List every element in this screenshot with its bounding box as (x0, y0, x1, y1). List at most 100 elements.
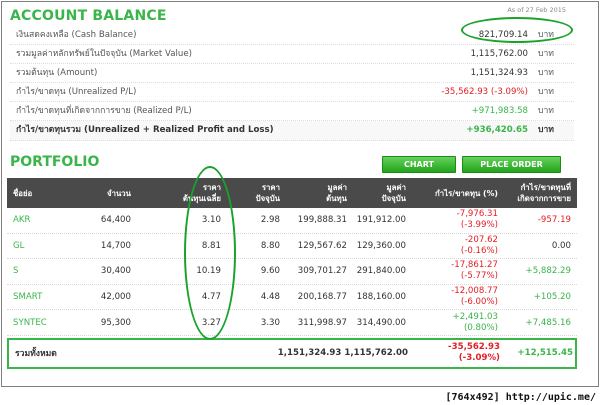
total-pl-row: กำไร/ขาดทุนรวม (Unrealized + Realized Pr… (10, 121, 574, 141)
table-row[interactable]: SMART 42,000 4.77 4.48 200,168.77 188,16… (7, 285, 577, 311)
currency-label: บาท (538, 87, 554, 97)
currency-label: บาท (538, 49, 554, 59)
cash-balance-label: เงินสดคงเหลือ (Cash Balance) (16, 30, 137, 40)
col-market-header: มูลค่า ปัจจุบัน (351, 178, 406, 208)
unrealized-pl-percent: (-6.00%) (460, 297, 498, 308)
total-unrealized-amount: -35,562.93 (448, 342, 500, 353)
table-row[interactable]: SYNTEC 95,300 3.27 3.30 311,998.97 314,4… (7, 310, 577, 336)
table-row[interactable]: GL 14,700 8.81 8.80 129,567.62 129,360.0… (7, 234, 577, 260)
volume-cell: 42,000 (100, 292, 131, 303)
chart-button[interactable]: CHART (382, 156, 456, 173)
amount-label: รวมต้นทุน (Amount) (16, 68, 98, 78)
market-value-cell: 314,490.00 (356, 317, 406, 328)
market-value-cell: 129,360.00 (356, 240, 406, 251)
realized-pl-cell: +7,485.16 (525, 317, 571, 328)
table-row[interactable]: S 30,400 10.19 9.60 309,701.27 291,840.0… (7, 259, 577, 285)
avg-cost-cell: 3.10 (201, 215, 221, 226)
unrealized-pl-row: กำไร/ขาดทุน (Unrealized P/L) -35,562.93 … (10, 83, 574, 102)
last-price-cell: 4.48 (260, 292, 280, 303)
last-price-cell: 3.30 (260, 317, 280, 328)
col-unrealized-header: กำไร/ขาดทุน (%) (435, 188, 498, 198)
unrealized-pl-label: กำไร/ขาดทุน (Unrealized P/L) (16, 87, 137, 97)
total-unrealized-percent: (-3.09%) (458, 353, 500, 364)
col-realized-header-line2: เกิดจากการขาย (517, 194, 571, 203)
market-value-label: รวมมูลค่าหลักทรัพย์ในปัจจุบัน (Market Va… (16, 49, 192, 59)
account-panel: ACCOUNT BALANCE As of 27 Feb 2015 เงินสด… (1, 1, 599, 387)
avg-cost-cell: 3.27 (201, 317, 221, 328)
place-order-button[interactable]: PLACE ORDER (462, 156, 561, 173)
as-of-date: As of 27 Feb 2015 (507, 6, 566, 14)
total-pl-label: กำไร/ขาดทุนรวม (Unrealized + Realized Pr… (16, 125, 274, 135)
last-price-cell: 9.60 (260, 266, 280, 277)
cost-cell: 199,888.31 (297, 215, 347, 226)
total-label: รวมทั้งหมด (15, 349, 57, 360)
symbol-link[interactable]: S (13, 266, 19, 277)
cash-balance-row: เงินสดคงเหลือ (Cash Balance) 821,709.14 … (10, 26, 574, 45)
market-value-cell: 188,160.00 (356, 292, 406, 303)
symbol-link[interactable]: SMART (13, 292, 43, 303)
col-market-header-line1: มูลค่า (386, 183, 406, 192)
account-balance-title: ACCOUNT BALANCE (10, 8, 167, 24)
col-realized-header-line1: กำไร/ขาดทุนที่ (520, 183, 571, 192)
unrealized-pl-value: -35,562.93 (-3.09%) (441, 87, 528, 97)
currency-label: บาท (538, 68, 554, 78)
total-realized-pl: +12,515.45 (517, 348, 573, 359)
volume-cell: 14,700 (100, 240, 131, 251)
last-price-cell: 8.80 (260, 240, 280, 251)
realized-pl-row: กำไร/ขาดทุนที่เกิดจากการขาย (Realized P/… (10, 102, 574, 121)
realized-pl-cell: -957.19 (537, 215, 571, 226)
unrealized-pl-amount: -7,976.31 (456, 209, 498, 220)
table-header: ชื่อย่อ จำนวน ราคา ต้นทุนเฉลี่ย ราคา ปัจ… (7, 178, 577, 208)
col-market-header-line2: ปัจจุบัน (381, 194, 406, 203)
realized-pl-value: +971,983.58 (471, 106, 528, 116)
realized-pl-cell: 0.00 (551, 240, 571, 251)
symbol-link[interactable]: AKR (13, 215, 31, 226)
unrealized-pl-amount: -17,861.27 (451, 260, 498, 271)
cost-cell: 311,998.97 (297, 317, 347, 328)
last-price-cell: 2.98 (260, 215, 280, 226)
cash-balance-value: 821,709.14 (478, 30, 528, 40)
amount-value: 1,151,324.93 (470, 68, 528, 78)
market-value-value: 1,115,762.00 (470, 49, 528, 59)
cost-cell: 309,701.27 (297, 266, 347, 277)
total-pl-value: +936,420.65 (466, 125, 528, 135)
col-cost-header-line1: มูลค่า (327, 183, 347, 192)
symbol-link[interactable]: SYNTEC (13, 317, 47, 328)
unrealized-pl-cell: -17,861.27 (-5.77%) (409, 259, 498, 284)
unrealized-pl-amount: -12,008.77 (451, 286, 498, 297)
col-avg-cost-header-line1: ราคา (202, 183, 221, 192)
col-cost-header-line2: ต้นทุน (326, 194, 347, 203)
col-cost-header: มูลค่า ต้นทุน (284, 178, 347, 208)
volume-cell: 64,400 (100, 215, 131, 226)
table-total-row: รวมทั้งหมด 1,151,324.93 1,115,762.00 -35… (7, 337, 577, 369)
col-last-price-header: ราคา ปัจจุบัน (229, 178, 280, 208)
portfolio-table: ชื่อย่อ จำนวน ราคา ต้นทุนเฉลี่ย ราคา ปัจ… (7, 178, 577, 369)
unrealized-pl-percent: (-0.16%) (460, 245, 498, 256)
col-last-header-line1: ราคา (261, 183, 280, 192)
col-avg-cost-header: ราคา ต้นทุนเฉลี่ย (139, 178, 221, 208)
realized-pl-label: กำไร/ขาดทุนที่เกิดจากการขาย (Realized P/… (16, 106, 192, 116)
symbol-link[interactable]: GL (13, 240, 25, 251)
total-unrealized-pl: -35,562.93 (-3.09%) (411, 340, 500, 367)
unrealized-pl-percent: (0.80%) (463, 322, 498, 333)
col-last-header-line2: ปัจจุบัน (255, 194, 280, 203)
currency-label: บาท (538, 30, 554, 40)
unrealized-pl-cell: +2,491.03 (0.80%) (409, 310, 498, 335)
amount-row: รวมต้นทุน (Amount) 1,151,324.93 บาท (10, 64, 574, 83)
volume-cell: 30,400 (100, 266, 131, 277)
realized-pl-cell: +105.20 (533, 292, 571, 303)
currency-label: บาท (538, 106, 554, 116)
avg-cost-cell: 8.81 (201, 240, 221, 251)
watermark: [764x492] http://upic.me/ (445, 392, 596, 403)
col-symbol-header: ชื่อย่อ (13, 188, 33, 198)
unrealized-pl-amount: +2,491.03 (452, 311, 498, 322)
table-row[interactable]: AKR 64,400 3.10 2.98 199,888.31 191,912.… (7, 208, 577, 234)
cost-cell: 200,168.77 (297, 292, 347, 303)
unrealized-pl-percent: (-3.99%) (460, 220, 498, 231)
unrealized-pl-cell: -12,008.77 (-6.00%) (409, 285, 498, 310)
balance-summary: เงินสดคงเหลือ (Cash Balance) 821,709.14 … (10, 26, 574, 141)
unrealized-pl-percent: (-5.77%) (460, 271, 498, 282)
cost-cell: 129,567.62 (297, 240, 347, 251)
total-cost-market: 1,151,324.93 1,115,762.00 (277, 348, 408, 359)
portfolio-title: PORTFOLIO (10, 154, 100, 170)
